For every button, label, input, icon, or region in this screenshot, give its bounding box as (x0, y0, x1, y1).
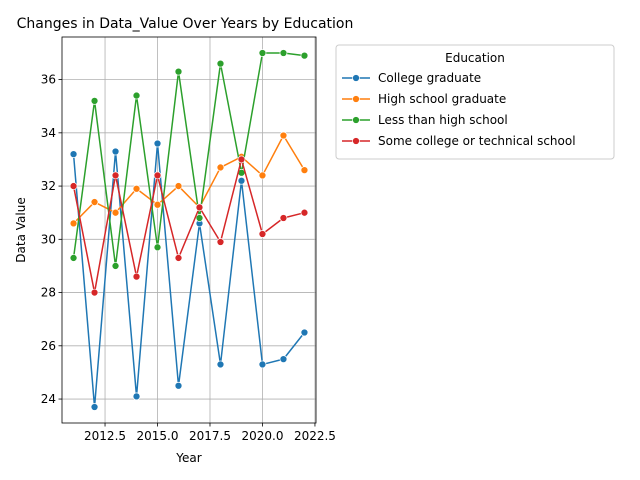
legend-label: College graduate (378, 71, 481, 85)
y-tick-label: 26 (41, 339, 56, 353)
data-point (195, 214, 204, 222)
data-point (69, 182, 78, 190)
data-point (258, 171, 267, 180)
legend-frame (335, 44, 615, 160)
data-point (69, 254, 78, 262)
data-point (174, 182, 183, 190)
series-group (69, 49, 309, 270)
data-point (300, 208, 309, 217)
series-group (69, 155, 309, 297)
data-point (132, 272, 141, 281)
y-tick-label: 30 (41, 232, 56, 246)
data-point (153, 139, 162, 148)
plot-frame (61, 36, 317, 424)
series-layer (69, 49, 309, 411)
data-point (300, 166, 309, 174)
data-point (237, 176, 246, 185)
data-point (279, 214, 288, 222)
data-point (132, 184, 141, 193)
data-point (153, 171, 162, 180)
data-point (216, 238, 225, 246)
legend-marker (352, 116, 360, 124)
legend-label: High school graduate (378, 92, 506, 106)
data-point (111, 147, 120, 156)
x-axis: 2012.5 2015.0 2017.5 2020.0 2022.5 (84, 423, 336, 443)
data-point (216, 59, 225, 68)
data-point (279, 49, 288, 57)
series-group (69, 131, 309, 228)
y-axis-label: Data Value (14, 197, 28, 262)
data-point (300, 328, 309, 337)
data-point (195, 203, 204, 212)
data-point (174, 254, 183, 262)
legend-marker (352, 95, 360, 103)
data-point (300, 51, 309, 60)
y-tick-label: 32 (41, 179, 56, 193)
legend-item: High school graduate (342, 92, 506, 106)
x-tick-label: 2015.0 (137, 429, 179, 443)
data-point (174, 67, 183, 76)
data-point (258, 360, 267, 369)
y-axis: 24 26 28 30 32 34 36 (41, 73, 62, 406)
series-group (69, 139, 309, 411)
data-point (111, 208, 120, 217)
data-point (111, 262, 120, 270)
x-tick-label: 2017.5 (189, 429, 231, 443)
legend-label: Some college or technical school (378, 134, 576, 148)
x-tick-label: 2020.0 (241, 429, 283, 443)
series-line (73, 134, 306, 224)
data-point (258, 230, 267, 238)
data-point (90, 97, 99, 105)
legend-marker (352, 137, 360, 145)
legend-item: College graduate (342, 71, 481, 85)
data-point (90, 403, 99, 411)
data-point (153, 243, 162, 252)
legend-item: Less than high school (342, 113, 508, 127)
data-point (111, 171, 120, 180)
data-point (69, 219, 78, 228)
y-tick-label: 24 (41, 392, 56, 406)
data-point (174, 381, 183, 390)
legend: Education College graduate High school gra… (335, 44, 615, 160)
data-point (237, 155, 246, 164)
x-axis-label: Year (175, 451, 201, 465)
data-point (216, 163, 225, 172)
data-point (258, 49, 267, 57)
data-point (90, 198, 99, 206)
data-point (132, 392, 141, 401)
legend-title: Education (445, 51, 505, 65)
data-point (216, 360, 225, 369)
legend-marker (352, 74, 360, 82)
y-tick-label: 28 (41, 286, 56, 300)
data-point (279, 131, 288, 140)
x-tick-label: 2012.5 (84, 429, 126, 443)
legend-label: Less than high school (378, 113, 508, 127)
x-tick-label: 2022.5 (294, 429, 336, 443)
series-line (72, 158, 305, 294)
data-point (90, 288, 99, 297)
data-point (132, 91, 141, 100)
data-point (279, 355, 288, 363)
y-tick-label: 36 (41, 73, 56, 87)
data-point (69, 150, 78, 158)
chart-title: Changes in Data_Value Over Years by Educ… (17, 16, 354, 32)
data-point (153, 200, 162, 209)
y-tick-label: 34 (41, 126, 56, 140)
legend-item: Some college or technical school (342, 134, 576, 148)
